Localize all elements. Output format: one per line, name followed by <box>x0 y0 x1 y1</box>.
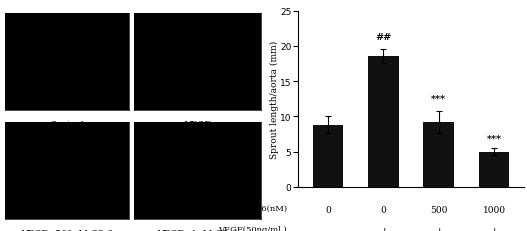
Text: ***: *** <box>431 94 446 103</box>
Bar <box>368 57 398 187</box>
Text: +: + <box>379 227 387 231</box>
Text: VEGF: VEGF <box>184 120 211 129</box>
Text: 0: 0 <box>380 205 386 214</box>
Bar <box>424 122 454 187</box>
Text: +: + <box>490 227 497 231</box>
Text: -: - <box>327 227 330 231</box>
Text: VEGF+500nM CS-6: VEGF+500nM CS-6 <box>21 229 113 231</box>
Text: +: + <box>435 227 443 231</box>
Text: VEGF(50ng/ml.): VEGF(50ng/ml.) <box>219 225 287 231</box>
Bar <box>313 125 344 187</box>
Text: ##: ## <box>375 33 392 42</box>
Text: 0: 0 <box>325 205 331 214</box>
Bar <box>479 152 509 187</box>
Text: 500: 500 <box>430 205 447 214</box>
Text: ***: *** <box>486 134 502 143</box>
Text: CS-6(nM): CS-6(nM) <box>246 204 287 212</box>
Text: 1000: 1000 <box>482 205 505 214</box>
Text: Control: Control <box>50 120 84 129</box>
Text: VEGF+1μM CS-6: VEGF+1μM CS-6 <box>158 229 238 231</box>
Y-axis label: Sprout length/aorta (mm): Sprout length/aorta (mm) <box>269 40 279 158</box>
